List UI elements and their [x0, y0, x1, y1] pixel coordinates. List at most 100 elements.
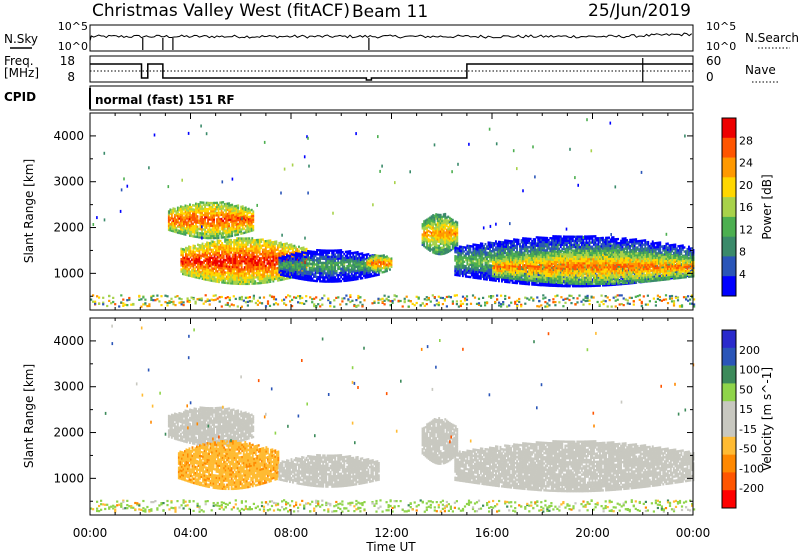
echo-cell	[219, 245, 222, 249]
echo-cell	[456, 223, 459, 226]
echo-cell	[176, 208, 179, 212]
echo-cell	[205, 230, 208, 233]
echo-cell	[299, 265, 302, 268]
echo-cell	[275, 263, 278, 266]
echo-cell	[264, 250, 267, 253]
echo-cell	[286, 266, 288, 270]
echo-cell	[290, 243, 293, 246]
echo-cell	[254, 245, 257, 248]
echo-cell	[186, 274, 189, 277]
echo-cell	[178, 223, 181, 226]
echo-cell	[239, 249, 242, 253]
echo-cell	[207, 248, 210, 251]
echo-cell	[222, 244, 225, 247]
echo-cell	[296, 266, 299, 270]
echo-cell	[183, 248, 186, 251]
echo-cell	[252, 226, 255, 230]
echo-cell	[195, 215, 197, 218]
echo-cell	[197, 268, 199, 271]
echo-cell	[279, 267, 282, 270]
echo-cell	[284, 270, 287, 273]
echo-cell	[203, 255, 206, 258]
echo-cell	[240, 241, 243, 244]
echo-cell	[276, 246, 279, 249]
echo-cell	[197, 274, 199, 277]
echo-cell	[183, 233, 185, 236]
echo-cell	[228, 277, 231, 281]
echo-cell	[182, 252, 184, 255]
echo-cell	[251, 245, 254, 248]
echo-cell	[219, 243, 222, 247]
echo-cell	[210, 254, 213, 258]
echo-cell	[205, 214, 208, 217]
echo-cell	[169, 218, 172, 222]
echo-cell	[211, 230, 214, 234]
echo-cell	[223, 215, 226, 218]
echo-cell	[170, 211, 173, 214]
echo-cell	[186, 269, 189, 273]
echo-cell	[207, 228, 210, 231]
echo-cell	[216, 270, 219, 273]
echo-cell	[198, 219, 200, 222]
echo-cell	[264, 275, 267, 278]
echo-cell	[182, 268, 184, 272]
echo-cell	[210, 210, 213, 213]
echo-cell	[313, 265, 316, 268]
echo-cell	[273, 242, 276, 246]
echo-cell	[199, 211, 202, 214]
echo-cell	[233, 272, 236, 275]
echo-cell	[195, 270, 198, 273]
echo-cell	[215, 265, 218, 269]
echo-cell	[245, 241, 248, 244]
echo-cell	[217, 203, 220, 207]
echo-cell	[213, 224, 216, 227]
echo-cell	[211, 222, 214, 225]
echo-cell	[175, 226, 178, 230]
echo-cell	[260, 281, 263, 285]
echo-cell	[213, 216, 216, 219]
echo-cell	[252, 216, 255, 219]
echo-cell	[200, 275, 202, 278]
echo-cell	[241, 225, 244, 229]
echo-cell	[203, 267, 206, 270]
echo-cell	[234, 207, 237, 210]
echo-cell	[212, 244, 215, 248]
echo-cell	[254, 239, 257, 242]
echo-cell	[270, 270, 273, 273]
echo-cell	[194, 263, 196, 266]
echo-cell	[263, 242, 266, 245]
echo-cell	[200, 260, 202, 264]
echo-cell	[212, 267, 215, 270]
echo-cell	[201, 265, 204, 268]
echo-cell	[310, 254, 313, 257]
echo-cell	[214, 205, 217, 209]
echo-cell	[237, 210, 240, 213]
echo-cell	[202, 236, 205, 239]
echo-cell	[249, 259, 252, 263]
echo-cell	[219, 201, 222, 204]
echo-cell	[183, 216, 185, 219]
echo-cell	[264, 266, 267, 270]
echo-cell	[195, 208, 197, 212]
echo-cell	[260, 275, 263, 278]
echo-cell	[210, 214, 213, 217]
echo-cell	[207, 272, 210, 276]
echo-cell	[199, 209, 202, 212]
echo-cell	[201, 250, 204, 254]
echo-cell	[175, 230, 178, 234]
echo-cell	[270, 272, 273, 275]
date-title: 25/Jun/2019	[588, 1, 691, 21]
echo-cell	[272, 269, 275, 273]
echo-cell	[233, 259, 236, 263]
echo-cell	[229, 228, 232, 232]
echo-cell	[252, 214, 255, 217]
echo-cell	[225, 281, 228, 285]
echo-cell	[197, 253, 199, 257]
echo-cell	[231, 224, 234, 227]
echo-cell	[212, 271, 215, 274]
echo-cell	[273, 251, 276, 254]
echo-cell	[287, 267, 290, 270]
echo-cell	[248, 278, 251, 281]
echo-cell	[189, 256, 192, 259]
echo-cell	[201, 263, 204, 266]
